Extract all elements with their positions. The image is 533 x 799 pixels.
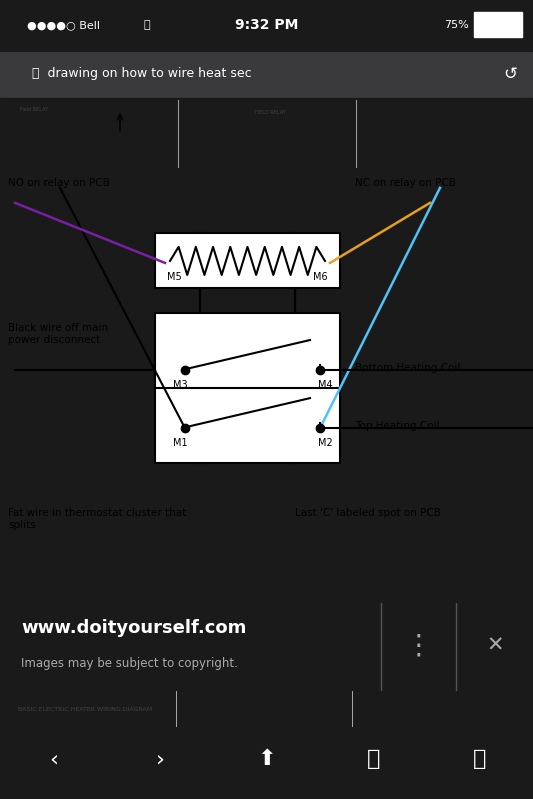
Text: 🔍  drawing on how to wire heat sec: 🔍 drawing on how to wire heat sec [32, 67, 252, 81]
Text: Bottom Heating Coil: Bottom Heating Coil [355, 363, 461, 373]
Text: ‹: ‹ [49, 749, 58, 769]
Text: Top Heating Coil: Top Heating Coil [355, 421, 440, 431]
Text: 📖: 📖 [366, 749, 380, 769]
Text: M4: M4 [318, 380, 332, 390]
Text: ⋮: ⋮ [405, 631, 432, 659]
Text: 9:32 PM: 9:32 PM [235, 18, 298, 32]
Text: M6: M6 [313, 272, 328, 282]
Text: M1: M1 [173, 438, 187, 448]
Text: M2: M2 [318, 438, 333, 448]
Text: ›: › [156, 749, 164, 769]
Text: ⧉: ⧉ [473, 749, 487, 769]
Text: Images may be subject to copyright.: Images may be subject to copyright. [21, 657, 238, 670]
Text: www.doityourself.com: www.doityourself.com [21, 619, 247, 637]
Text: FIELD RELAY: FIELD RELAY [255, 110, 285, 115]
Bar [155, 233, 340, 288]
Text: ↺: ↺ [503, 65, 517, 83]
Text: ⬆: ⬆ [257, 749, 276, 769]
Text: BASIC ELECTRIC HEATER WIRING DIAGRAM: BASIC ELECTRIC HEATER WIRING DIAGRAM [18, 706, 152, 712]
Bar [474, 13, 522, 38]
Text: Last 'C' labeled spot on PCB: Last 'C' labeled spot on PCB [295, 508, 441, 519]
Text: Field RELAY: Field RELAY [20, 107, 48, 112]
Text: 75%: 75% [445, 20, 469, 30]
Text: ✕: ✕ [486, 635, 503, 655]
Text: :  [144, 20, 150, 30]
Text: ●●●●○ Bell: ●●●●○ Bell [27, 20, 100, 30]
Text: M3: M3 [173, 380, 187, 390]
Text: NO on relay on PCB: NO on relay on PCB [8, 178, 110, 188]
Bar [155, 313, 340, 463]
Text: M5: M5 [167, 272, 182, 282]
Text: NC on relay on PCB: NC on relay on PCB [355, 178, 456, 188]
Text: Black wire off main
power disconnect: Black wire off main power disconnect [8, 324, 108, 345]
Text: Fat wire in thermostat cluster that
splits: Fat wire in thermostat cluster that spli… [8, 508, 186, 530]
FancyBboxPatch shape [0, 52, 533, 98]
